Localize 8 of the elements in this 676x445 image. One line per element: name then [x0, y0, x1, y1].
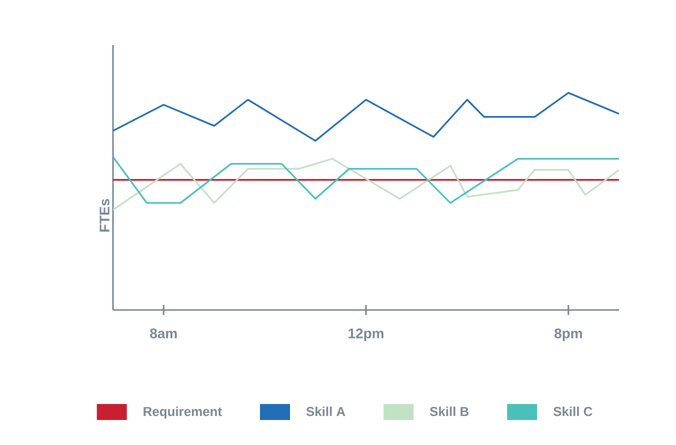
- legend-label: Requirement: [144, 406, 222, 419]
- y-axis-title: FTEs: [100, 199, 110, 232]
- x-tick-label: 8am: [150, 328, 177, 338]
- legend-label: Skill A: [306, 406, 346, 416]
- x-tick-label: 8pm: [554, 328, 582, 342]
- x-tick-label: 12pm: [348, 328, 384, 342]
- legend-label: Skill C: [553, 406, 592, 416]
- legend-label: Skill B: [430, 406, 469, 416]
